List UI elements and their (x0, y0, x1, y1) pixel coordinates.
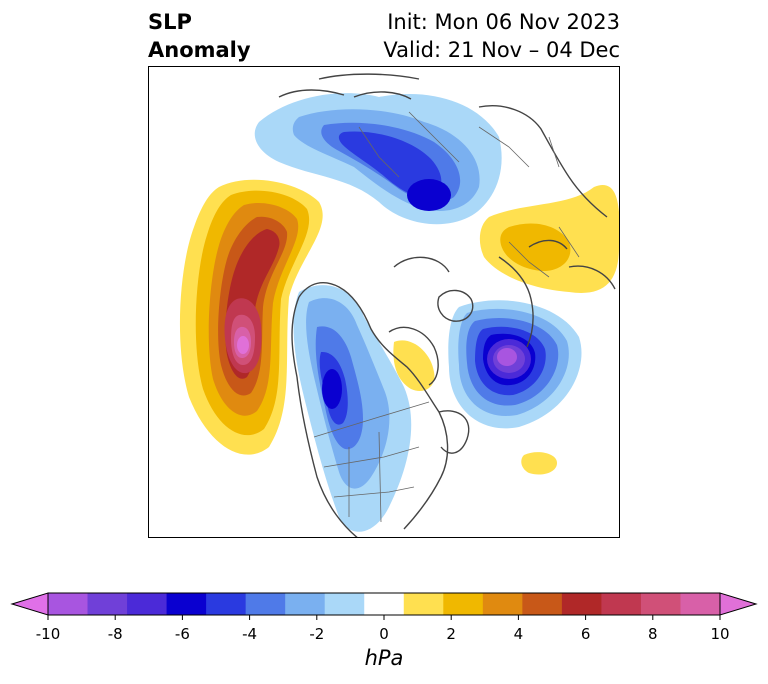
positive-anomaly-east-asia (479, 185, 619, 293)
colorbar-segment (206, 593, 247, 615)
colorbar-segment (87, 593, 128, 615)
colorbar-tick-label: -2 (309, 625, 325, 643)
colorbar-segment (166, 593, 207, 615)
negative-anomaly-north-atlantic (448, 300, 582, 429)
positive-anomaly-north-pacific (179, 179, 323, 455)
colorbar-segment (443, 593, 484, 615)
negative-anomaly-western-north-america (293, 285, 412, 532)
political-borders (313, 111, 580, 523)
colorbar-segments (48, 593, 721, 615)
colorbar-segment (601, 593, 642, 615)
title-right: Init: Mon 06 Nov 2023 Valid: 21 Nov – 04… (383, 8, 620, 64)
colorbar-tick-label: -8 (107, 625, 123, 643)
colorbar-tick-label: 0 (379, 625, 389, 643)
init-date: Init: Mon 06 Nov 2023 (387, 10, 620, 34)
colorbar-segment (482, 593, 523, 615)
colorbar-tick-label: -10 (35, 625, 61, 643)
valid-range: Valid: 21 Nov – 04 Dec (383, 38, 620, 62)
colorbar-segment (403, 593, 444, 615)
colorbar-tick-marks (47, 615, 721, 620)
colorbar-tick-label: 6 (580, 625, 591, 643)
colorbar-tick-label: -4 (242, 625, 258, 643)
colorbar-tick-label: -6 (174, 625, 190, 643)
colorbar-units: hPa (364, 646, 404, 670)
colorbar-segment (561, 593, 602, 615)
colorbar-tick-label: 4 (513, 625, 524, 643)
colorbar-tick-label: 8 (648, 625, 658, 643)
negative-anomaly-arctic-siberia (254, 93, 502, 225)
colorbar-segment (522, 593, 563, 615)
positive-anomaly-hudson-bay (393, 340, 557, 475)
title-variable: SLP (148, 10, 192, 34)
colorbar-segment (640, 593, 681, 615)
colorbar-segment (285, 593, 326, 615)
colorbar-min-extension (10, 592, 49, 616)
colorbar-segment (48, 593, 89, 615)
title-left: SLP Anomaly (148, 8, 251, 64)
colorbar-max-extension (719, 592, 758, 616)
map-canvas (179, 73, 619, 537)
colorbar (10, 592, 758, 620)
colorbar-tick-label: 10 (710, 625, 730, 643)
title-anomaly: Anomaly (148, 38, 251, 62)
anomaly-map (148, 66, 620, 538)
colorbar-tick-label: 2 (446, 625, 456, 643)
colorbar-segment (324, 593, 365, 615)
colorbar-segment (680, 593, 721, 615)
colorbar-segment (127, 593, 168, 615)
colorbar-segment (364, 593, 405, 615)
colorbar-segment (245, 593, 286, 615)
